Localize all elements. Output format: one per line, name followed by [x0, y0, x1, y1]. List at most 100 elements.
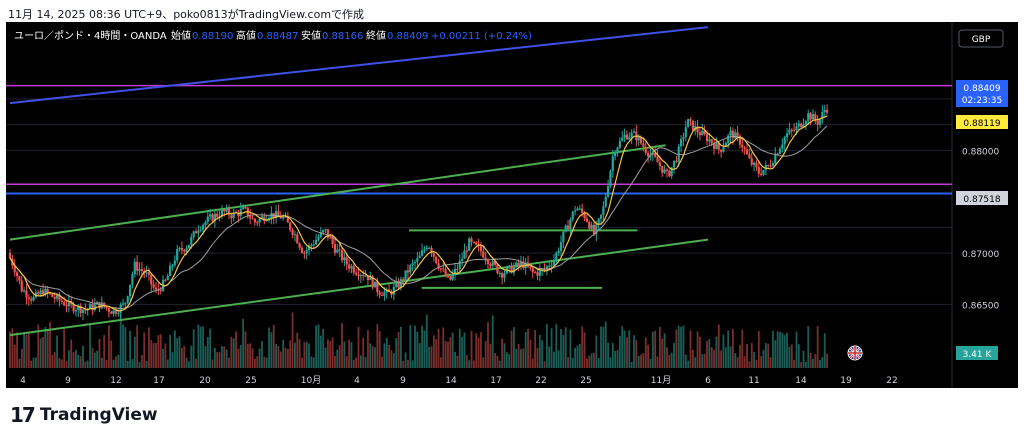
volume-bar-159	[383, 343, 386, 368]
candle-body-255	[609, 170, 612, 186]
volume-bar-90	[221, 346, 223, 368]
candle-body-93	[227, 208, 231, 216]
volume-bar-100	[244, 331, 247, 368]
candle-body-87	[213, 213, 216, 221]
time-axis[interactable]: 4 9 12 17 20 25 10月 4 9 14 17 22 25 11月 6 11 14 19 22	[20, 375, 898, 386]
volume-bar-337	[802, 350, 805, 368]
volume-bar-0	[9, 331, 11, 368]
candle-body-179	[430, 247, 433, 254]
volume-bar-63	[157, 335, 160, 368]
ohlc-label-1: 高値	[236, 29, 256, 42]
candle-body-225	[538, 269, 541, 276]
candle-body-267	[637, 136, 640, 141]
chart-panel[interactable]: ユーロ／ポンド・4時間・OANDA 始値 0.88190 高値 0.88487 安値 0.…	[6, 22, 1018, 388]
candle-body-236	[564, 225, 567, 232]
volume-bar-56	[140, 355, 143, 368]
candle-body-341	[811, 114, 815, 120]
candle-body-203	[486, 260, 490, 264]
candle-body-333	[793, 129, 796, 131]
candle-body-232	[555, 252, 558, 260]
volume-bar-33	[86, 360, 89, 368]
volume-bar-71	[176, 338, 179, 368]
volume-bar-199	[477, 337, 480, 368]
volume-bar-306	[729, 346, 732, 368]
volume-bar-260	[621, 326, 624, 368]
candle-body-206	[493, 261, 497, 265]
candle-body-145	[350, 266, 353, 269]
candle-body-316	[752, 162, 756, 165]
volume-bar-172	[414, 325, 416, 368]
volume-bar-225	[538, 334, 541, 368]
candle-body-159	[383, 292, 386, 296]
slow-ma-tag: 0.87518	[956, 191, 1008, 205]
volume-bar-228	[545, 324, 548, 368]
volume-bar-44	[112, 359, 115, 368]
time-tick-7: 4	[354, 376, 360, 386]
volume-bar-141	[341, 322, 343, 368]
volume-bar-220	[527, 328, 529, 368]
volume-bar-69	[171, 352, 174, 368]
drawn-lines[interactable]	[6, 26, 952, 337]
candle-body-97	[237, 212, 240, 216]
candle-body-5	[20, 280, 23, 292]
candle-body-147	[355, 272, 358, 275]
time-tick-14: 6	[705, 376, 711, 386]
uk-flag-icon[interactable]	[847, 345, 863, 361]
last-price-tag: 0.88409 02:23:35	[956, 80, 1008, 107]
volume-bar-77	[190, 345, 193, 368]
volume-bar-61	[152, 343, 155, 368]
candle-body-124	[300, 247, 304, 253]
volume-bar-169	[407, 359, 409, 368]
volume-bar-66	[164, 343, 167, 368]
candle-body-311	[741, 144, 744, 148]
volume-bar-8	[27, 331, 30, 368]
candle-body-25	[67, 300, 70, 307]
volume-bar-271	[647, 344, 650, 368]
candle-body-214	[512, 266, 516, 273]
volume-bar-198	[475, 333, 478, 368]
symbol-label[interactable]: ユーロ／ポンド・4時間・OANDA	[14, 30, 167, 42]
candle-body-258	[616, 147, 619, 154]
candle-body-345	[821, 111, 824, 120]
price-chart[interactable]: ユーロ／ポンド・4時間・OANDA 始値 0.88190 高値 0.88487 安値 0.…	[6, 22, 1018, 388]
volume-bar-242	[578, 343, 581, 368]
volume-bar-319	[760, 356, 763, 368]
bar-countdown: 02:23:35	[962, 96, 1002, 106]
volume-bar-286	[682, 325, 685, 368]
volume-bar-321	[764, 343, 767, 368]
candle-body-23	[63, 302, 66, 306]
volume-bar-317	[755, 359, 758, 368]
volume-bar-55	[138, 361, 141, 368]
candle-body-80	[197, 230, 200, 234]
volume-bar-113	[275, 344, 277, 368]
candle-body-135	[326, 229, 329, 238]
volume-bar-111	[270, 332, 273, 368]
volume-bar-336	[800, 361, 803, 368]
candle-body-270	[644, 146, 647, 153]
candle-body-229	[548, 266, 551, 268]
time-tick-3: 17	[153, 376, 164, 386]
volume-bar-49	[124, 327, 127, 368]
candle-body-191	[458, 260, 461, 270]
volume-bar-154	[371, 346, 374, 368]
volume-bar-301	[717, 324, 720, 368]
volume-bar-15	[44, 326, 47, 368]
volume-bar-284	[677, 325, 680, 368]
volume-bar-24	[65, 361, 68, 368]
candle-body-304	[724, 142, 727, 147]
candle-body-330	[785, 133, 789, 138]
price-tick-1: 0.88000	[962, 147, 999, 157]
candle-body-108	[263, 216, 266, 222]
volume-bar-299	[713, 349, 715, 368]
candle-body-31	[81, 309, 85, 314]
brand[interactable]: 17 TradingView	[10, 403, 158, 427]
candle-body-235	[562, 231, 565, 243]
candle-body-120	[291, 229, 294, 235]
candle-body-249	[595, 224, 598, 235]
volume-bar-177	[425, 314, 428, 368]
candle-body-264	[630, 132, 633, 138]
currency-button[interactable]: GBP	[958, 29, 1004, 48]
volume-bar-218	[522, 348, 525, 368]
candle-body-171	[411, 263, 414, 266]
candle-body-262	[625, 134, 629, 140]
